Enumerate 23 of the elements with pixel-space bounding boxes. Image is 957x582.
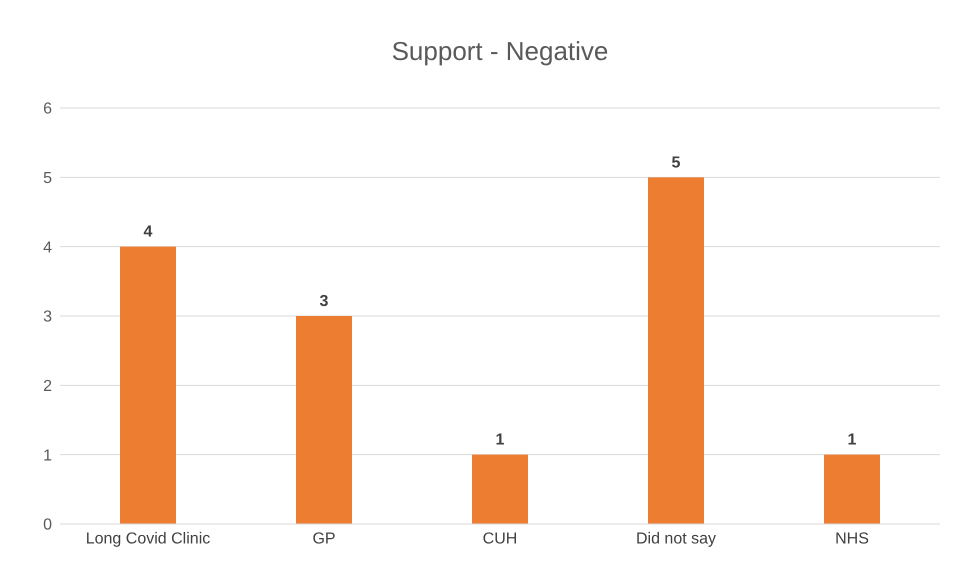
y-tick-label: 0	[43, 516, 52, 534]
y-tick-label: 4	[43, 239, 52, 256]
y-tick-label: 3	[43, 308, 52, 326]
x-tick-label: Did not say	[636, 530, 716, 548]
x-tick-label: NHS	[835, 530, 869, 548]
bar	[648, 177, 704, 524]
bar	[824, 454, 880, 524]
data-label: 1	[496, 432, 505, 449]
bar	[472, 454, 528, 524]
data-label: 4	[144, 224, 153, 241]
x-tick-label: GP	[312, 530, 336, 548]
x-tick-label: Long Covid Clinic	[86, 530, 210, 548]
y-tick-label: 2	[43, 378, 52, 396]
data-label: 5	[672, 154, 681, 172]
chart-title: Support - Negative	[390, 36, 610, 67]
y-tick-label: 5	[43, 170, 52, 188]
bar	[120, 246, 176, 524]
data-label: 1	[848, 432, 857, 449]
y-tick-label: 6	[43, 100, 52, 118]
data-label: 3	[320, 293, 329, 310]
y-tick-label: 1	[43, 447, 52, 464]
bar	[296, 316, 352, 524]
x-tick-label: CUH	[482, 530, 518, 548]
